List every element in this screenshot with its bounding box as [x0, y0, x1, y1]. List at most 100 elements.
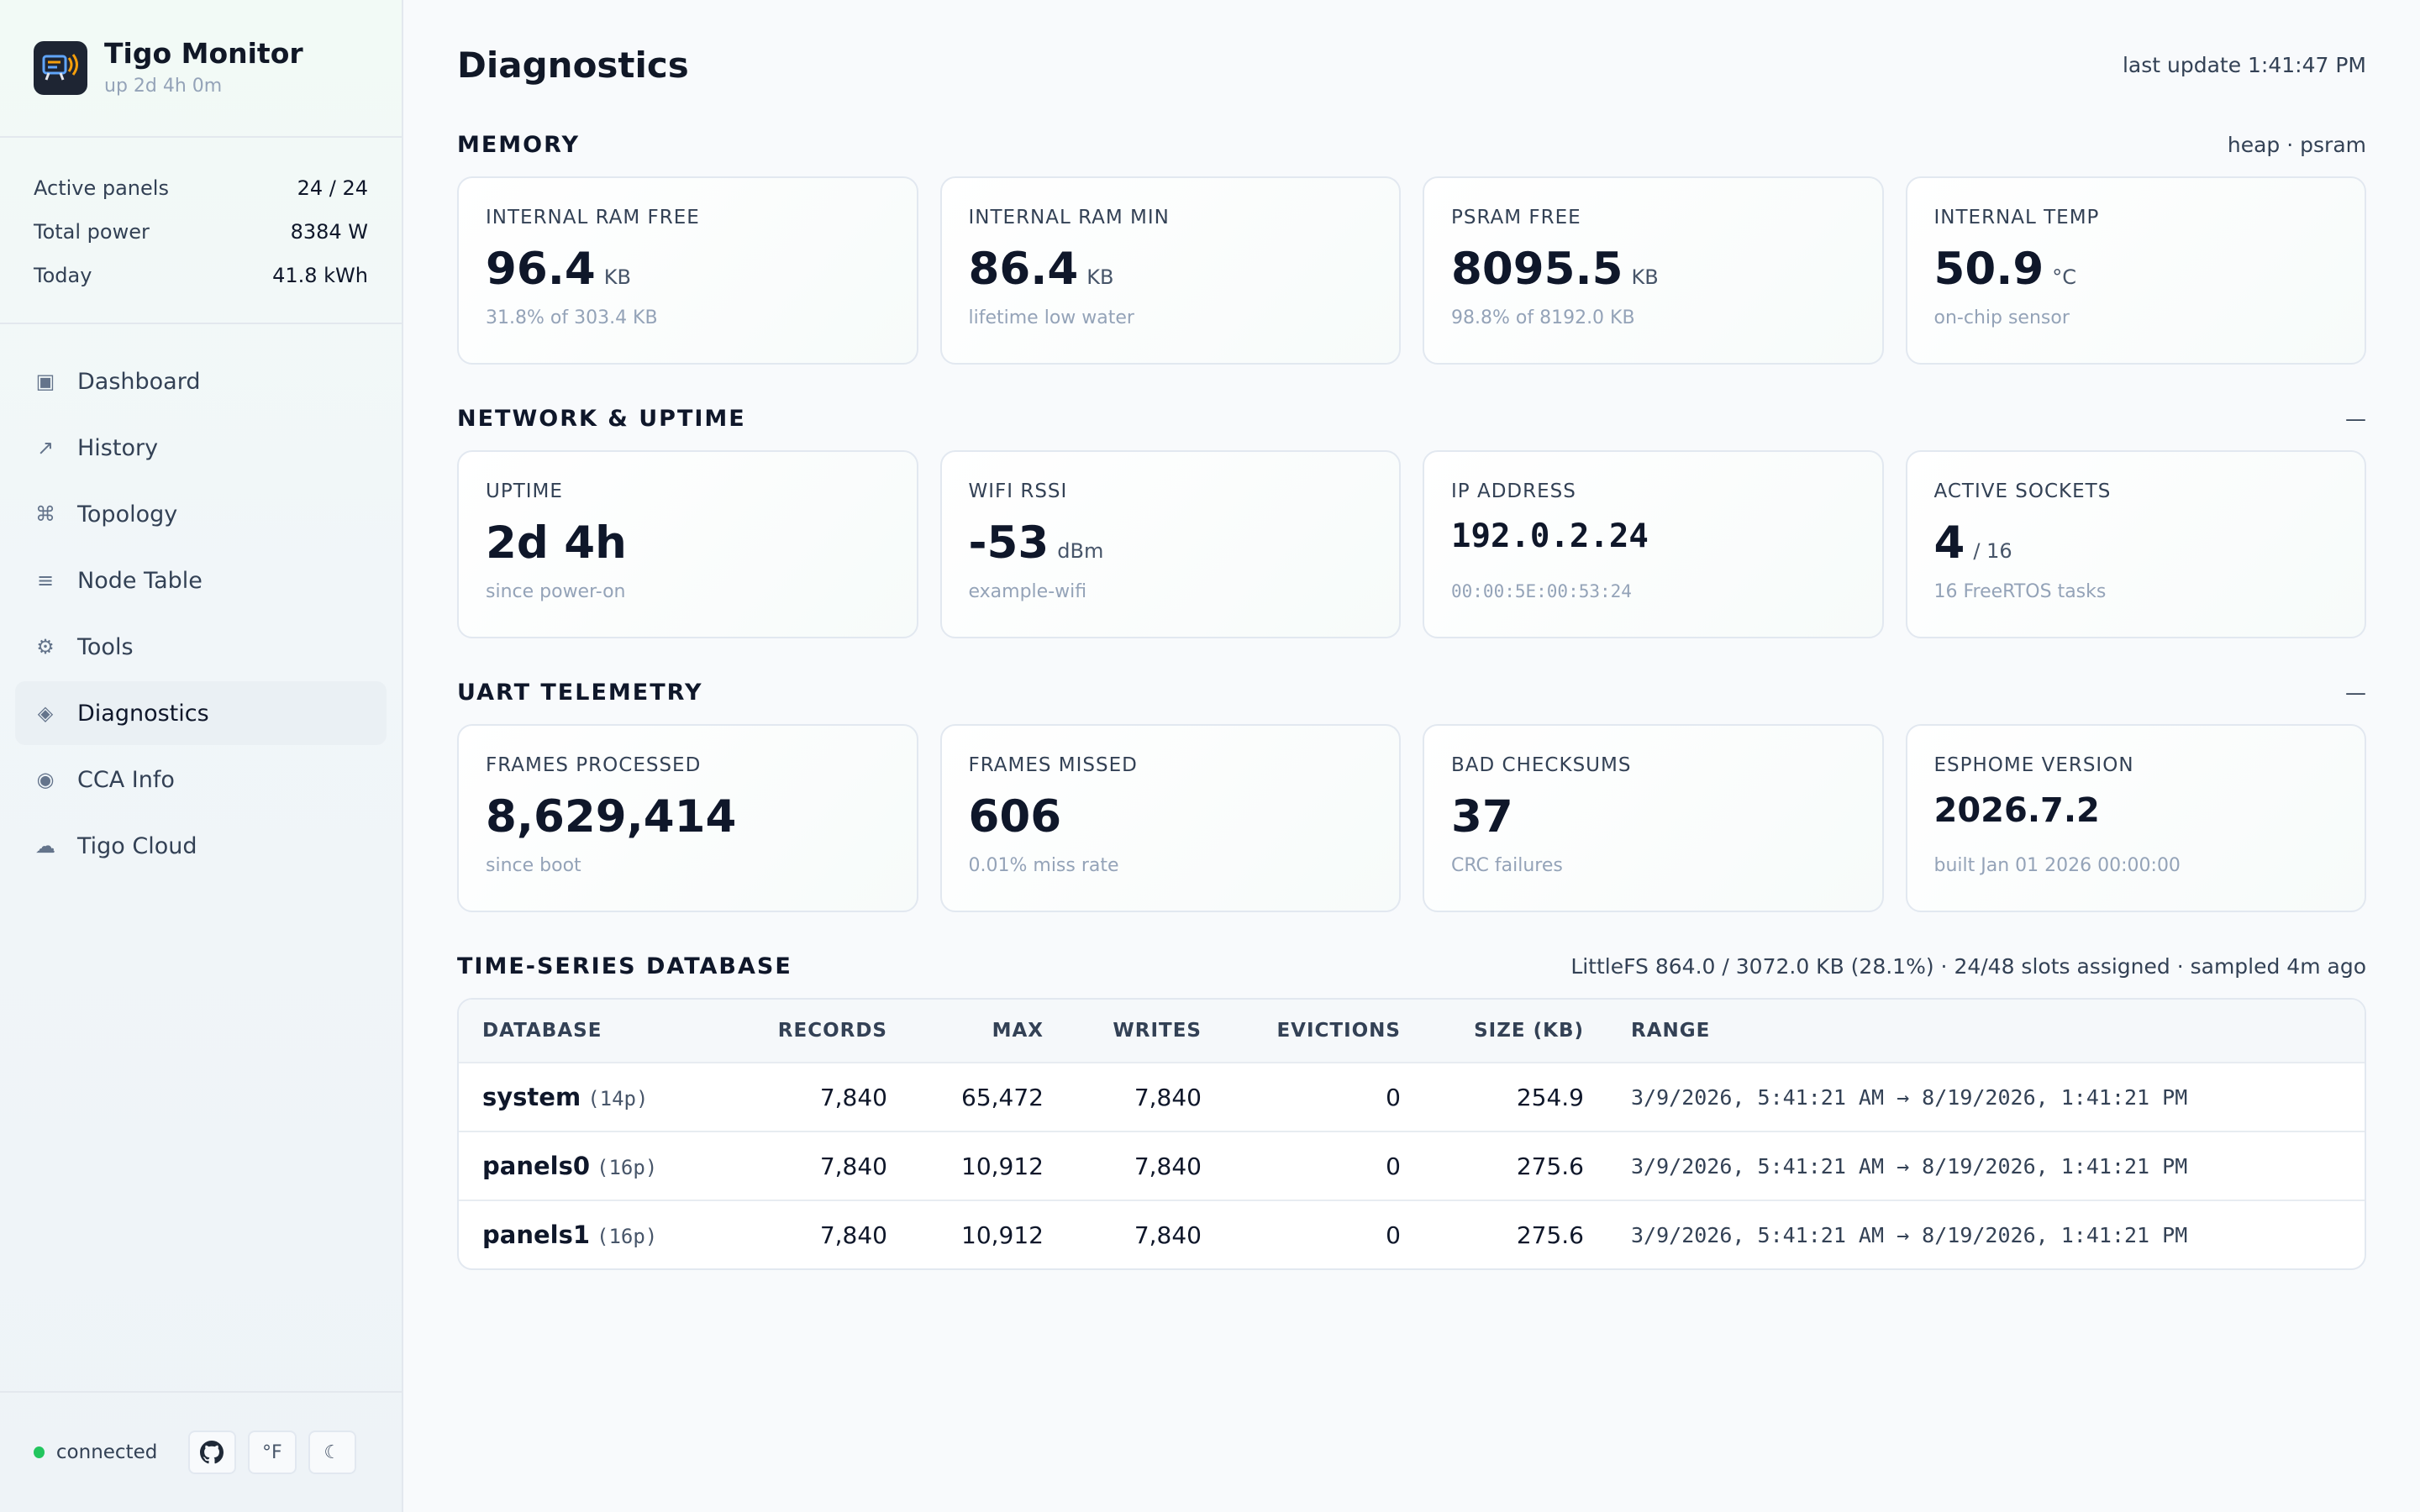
- card-unit: KB: [603, 265, 631, 289]
- tsdb-table: DATABASE RECORDS MAX WRITES EVICTIONS SI…: [457, 998, 2366, 1270]
- theme-toggle-button[interactable]: ☾: [308, 1431, 357, 1474]
- column-header: RECORDS: [777, 1020, 887, 1042]
- card-unit: KB: [1086, 265, 1114, 289]
- max-cell: 10,912: [961, 1152, 1044, 1180]
- range-cell: 3/9/2026, 5:41:21 AM → 8/19/2026, 1:41:2…: [1631, 1153, 2188, 1179]
- stat-label: Active panels: [34, 176, 169, 200]
- card-value: 606: [968, 791, 1062, 843]
- size-cell: 275.6: [1516, 1152, 1584, 1180]
- nav-label: History: [77, 434, 159, 461]
- card-subtext: 00:00:5E:00:53:24: [1451, 581, 1632, 601]
- card-label: PSRAM FREE: [1451, 207, 1581, 228]
- nav-label: Tigo Cloud: [77, 832, 197, 859]
- nav-item-tools[interactable]: ⚙ Tools: [15, 615, 387, 679]
- card-subtext: 31.8% of 303.4 KB: [486, 307, 658, 328]
- card-subtext: since power-on: [486, 581, 626, 602]
- memory-cards: INTERNAL RAM FREE 96.4 KB 31.8% of 303.4 …: [457, 176, 2366, 365]
- table-row: panels0 (16p) 7,840 10,912 7,840 0 275.6 …: [459, 1131, 2365, 1200]
- card-value: 2d 4h: [486, 517, 627, 569]
- section-title: MEMORY: [457, 131, 580, 158]
- history-icon: ↗: [36, 436, 55, 459]
- card-value: 8,629,414: [486, 791, 737, 843]
- range-cell: 3/9/2026, 5:41:21 AM → 8/19/2026, 1:41:2…: [1631, 1222, 2188, 1247]
- nav-item-cca-info[interactable]: ◉ CCA Info: [15, 748, 387, 811]
- card-subtext: example-wifi: [968, 581, 1087, 602]
- nav-item-dashboard[interactable]: ▣ Dashboard: [15, 349, 387, 413]
- node-table-icon: ≡: [36, 569, 55, 592]
- topology-icon: ⌘: [35, 502, 55, 526]
- card-subtext: built Jan 01 2026 00:00:00: [1933, 855, 2181, 876]
- card-subtext: on-chip sensor: [1933, 307, 2070, 328]
- temperature-unit-button[interactable]: °F: [248, 1431, 297, 1474]
- memory-section-header: MEMORY heap · psram: [457, 129, 2366, 160]
- records-cell: 7,840: [819, 1083, 887, 1111]
- section-meta: LittleFS 864.0 / 3072.0 KB (28.1%) · 24/…: [1570, 953, 2366, 979]
- size-cell: 275.6: [1516, 1221, 1584, 1249]
- sidebar: Tigo Monitor up 2d 4h 0m Active panels 2…: [0, 0, 403, 1512]
- nav-item-topology[interactable]: ⌘ Topology: [15, 482, 387, 546]
- github-icon: [200, 1441, 224, 1464]
- card-label: IP ADDRESS: [1451, 480, 1576, 502]
- brand: Tigo Monitor up 2d 4h 0m: [0, 0, 402, 138]
- section-title: UART TELEMETRY: [457, 679, 703, 706]
- sidebar-nav: ▣ Dashboard ↗ History ⌘ Topology ≡ Node …: [0, 324, 402, 878]
- card-subtext: since boot: [486, 855, 581, 876]
- card-value: 2026.7.2: [1933, 791, 2100, 830]
- card-label: INTERNAL TEMP: [1933, 207, 2100, 228]
- summary-stats: Active panels 24 / 24 Total power 8384 W…: [0, 138, 402, 324]
- nav-label: Diagnostics: [77, 700, 209, 727]
- card-value: 86.4: [968, 244, 1079, 295]
- card-subtext: 0.01% miss rate: [968, 855, 1119, 876]
- writes-cell: 7,840: [1134, 1152, 1202, 1180]
- column-header: MAX: [992, 1020, 1044, 1042]
- app-logo-icon: [34, 41, 87, 95]
- column-header: EVICTIONS: [1276, 1020, 1401, 1042]
- github-button[interactable]: [187, 1431, 237, 1474]
- nav-label: CCA Info: [77, 766, 175, 793]
- app-title: Tigo Monitor: [104, 37, 303, 70]
- range-cell: 3/9/2026, 5:41:21 AM → 8/19/2026, 1:41:2…: [1631, 1084, 2188, 1110]
- metric-card: INTERNAL TEMP 50.9 °C on-chip sensor: [1905, 176, 2366, 365]
- nav-item-tigo-cloud[interactable]: ☁ Tigo Cloud: [15, 814, 387, 878]
- nav-label: Topology: [77, 501, 178, 528]
- page-header: Diagnostics last update 1:41:47 PM: [457, 0, 2366, 129]
- sidebar-footer: connected °F ☾: [0, 1391, 402, 1512]
- card-label: UPTIME: [486, 480, 563, 502]
- card-label: FRAMES MISSED: [968, 754, 1138, 776]
- nav-item-history[interactable]: ↗ History: [15, 416, 387, 480]
- max-cell: 10,912: [961, 1221, 1044, 1249]
- section-meta: —: [2345, 680, 2366, 705]
- metric-card: PSRAM FREE 8095.5 KB 98.8% of 8192.0 KB: [1423, 176, 1884, 365]
- card-label: FRAMES PROCESSED: [486, 754, 702, 776]
- nav-item-diagnostics[interactable]: ◈ Diagnostics: [15, 681, 387, 745]
- db-partitions: (16p): [597, 1225, 658, 1248]
- uart-cards: FRAMES PROCESSED 8,629,414 since boot FR…: [457, 724, 2366, 912]
- tools-icon: ⚙: [36, 635, 55, 659]
- card-subtext: CRC failures: [1451, 855, 1563, 876]
- section-meta: heap · psram: [2227, 132, 2366, 157]
- writes-cell: 7,840: [1134, 1221, 1202, 1249]
- db-name: system: [482, 1083, 581, 1111]
- dashboard-icon: ▣: [35, 370, 55, 393]
- metric-card: ACTIVE SOCKETS 4 / 16 16 FreeRTOS tasks: [1905, 450, 2366, 638]
- evictions-cell: 0: [1386, 1083, 1401, 1111]
- nav-label: Tools: [77, 633, 134, 660]
- column-header: DATABASE: [482, 1020, 602, 1042]
- evictions-cell: 0: [1386, 1221, 1401, 1249]
- app-uptime: up 2d 4h 0m: [104, 76, 223, 97]
- moon-icon: ☾: [324, 1441, 341, 1463]
- nav-item-node-table[interactable]: ≡ Node Table: [15, 549, 387, 612]
- network-cards: UPTIME 2d 4h since power-on WIFI RSSI -5…: [457, 450, 2366, 638]
- table-header-row: DATABASE RECORDS MAX WRITES EVICTIONS SI…: [459, 1000, 2365, 1062]
- metric-card: INTERNAL RAM FREE 96.4 KB 31.8% of 303.4 …: [457, 176, 918, 365]
- column-header: RANGE: [1631, 1020, 1711, 1042]
- card-value: 96.4: [486, 244, 596, 295]
- column-header: WRITES: [1113, 1020, 1202, 1042]
- last-update: last update 1:41:47 PM: [2122, 52, 2366, 77]
- db-name: panels0: [482, 1152, 591, 1180]
- db-name: panels1: [482, 1221, 591, 1249]
- nav-label: Node Table: [77, 567, 203, 594]
- card-subtext: 98.8% of 8192.0 KB: [1451, 307, 1635, 328]
- card-value: 50.9: [1933, 244, 2044, 295]
- card-value: 192.0.2.24: [1451, 517, 1649, 555]
